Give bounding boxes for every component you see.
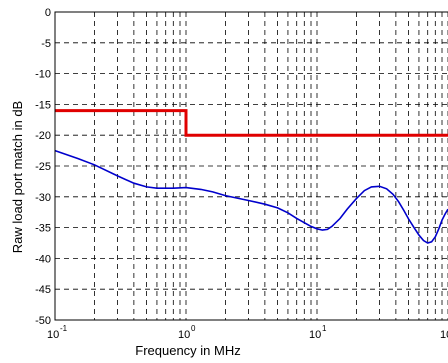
y-tick-label: -25	[35, 161, 51, 173]
y-tick-label: -10	[35, 69, 51, 81]
series-line-limit	[55, 109, 448, 137]
data-series	[54, 109, 448, 244]
plot-frame	[54, 11, 448, 321]
y-tick-label: -50	[35, 315, 51, 327]
x-tick-labels: 10-1100101102	[47, 324, 448, 341]
x-tick-label: 10-1	[47, 324, 68, 341]
y-tick-label: -5	[41, 38, 51, 50]
x-tick-label: 102	[440, 329, 448, 341]
y-tick-label: -30	[35, 192, 51, 204]
x-tick-base: 10	[178, 329, 190, 341]
x-tick-exponent: 1	[322, 324, 327, 333]
x-tick-base: 10	[309, 329, 321, 341]
y-tick-labels: 0 -5 -10 -15 -20 -25 -30 -35 -40 -45 -50	[35, 7, 51, 327]
y-tick-label: -15	[35, 99, 51, 111]
grid-lines	[55, 12, 448, 320]
x-tick-label: 101	[309, 324, 327, 341]
x-tick-exponent: -1	[60, 324, 68, 333]
x-axis-title: Frequency in MHz	[135, 343, 240, 358]
y-tick-label: -45	[35, 284, 51, 296]
y-tick-label: -20	[35, 130, 51, 142]
y-tick-label: -35	[35, 223, 51, 235]
x-tick-base: 10	[47, 329, 59, 341]
series-line-measured	[54, 149, 448, 244]
x-tick-exponent: 0	[191, 324, 196, 333]
y-axis-title: Raw load port match in dB	[10, 101, 25, 253]
y-tick-label: -40	[35, 253, 51, 265]
y-tick-label: 0	[45, 7, 51, 19]
x-tick-label: 100	[178, 324, 196, 341]
x-tick-base: 10	[440, 329, 448, 341]
